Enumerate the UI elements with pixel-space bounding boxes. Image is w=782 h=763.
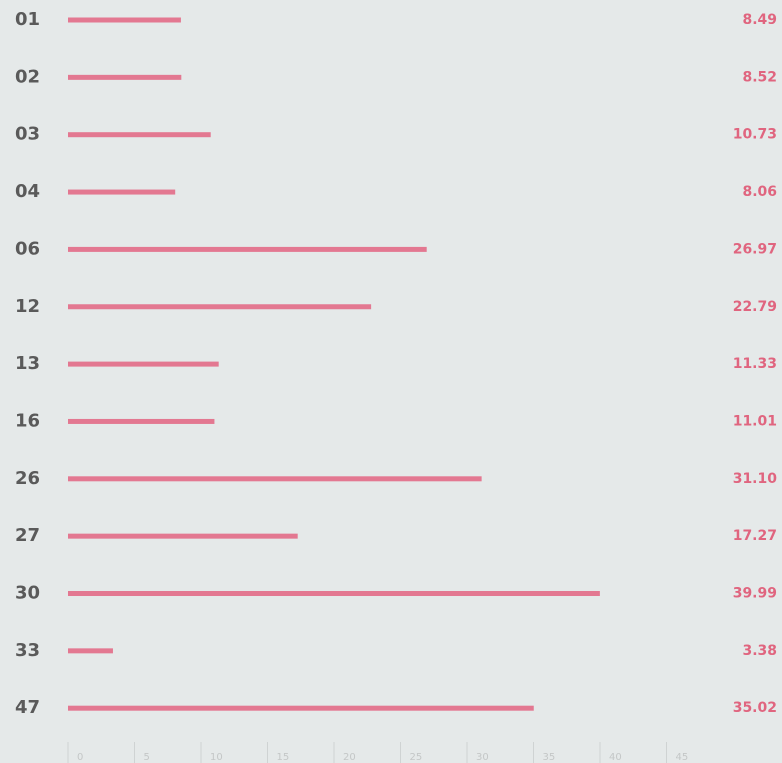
category-label: 04 <box>15 181 40 202</box>
bar <box>68 648 113 654</box>
value-label: 35.02 <box>733 700 777 716</box>
category-label: 16 <box>15 410 40 431</box>
category-label: 13 <box>15 353 40 374</box>
bar <box>68 418 215 424</box>
bar <box>68 74 182 80</box>
value-label: 8.49 <box>742 12 777 28</box>
bar <box>68 361 219 367</box>
x-tick-label: 15 <box>277 752 290 763</box>
value-label: 26.97 <box>733 241 777 257</box>
bar <box>68 705 534 711</box>
x-tick-label: 10 <box>210 752 223 763</box>
value-label: 8.06 <box>742 184 777 200</box>
value-label: 3.38 <box>742 643 777 659</box>
category-label: 03 <box>15 124 40 145</box>
value-label: 17.27 <box>733 528 777 544</box>
bar <box>68 246 427 252</box>
x-tick-label: 30 <box>476 752 489 763</box>
value-label: 39.99 <box>733 586 777 602</box>
category-label: 27 <box>15 525 40 546</box>
x-tick-label: 20 <box>343 752 356 763</box>
category-label: 02 <box>15 66 40 87</box>
category-label: 26 <box>15 468 40 489</box>
value-label: 31.10 <box>733 471 778 487</box>
category-label: 33 <box>15 640 40 661</box>
x-tick-label: 35 <box>543 752 556 763</box>
bar <box>68 533 298 539</box>
x-tick-label: 5 <box>144 752 150 763</box>
x-tick-label: 25 <box>410 752 423 763</box>
bar <box>68 304 372 310</box>
bar <box>68 476 482 482</box>
bar <box>68 189 176 195</box>
category-label: 30 <box>15 583 40 604</box>
bar <box>68 132 211 138</box>
value-label: 11.33 <box>733 356 777 372</box>
value-label: 10.73 <box>733 127 777 143</box>
value-label: 8.52 <box>742 69 777 85</box>
category-label: 47 <box>15 697 40 718</box>
value-label: 11.01 <box>733 413 777 429</box>
x-tick-label: 40 <box>609 752 622 763</box>
category-label: 12 <box>15 296 40 317</box>
x-tick-label: 0 <box>77 752 83 763</box>
bar <box>68 591 600 596</box>
value-label: 22.79 <box>733 299 777 315</box>
category-label: 01 <box>15 9 40 30</box>
x-tick-label: 45 <box>676 752 689 763</box>
category-label: 06 <box>15 238 40 259</box>
bar <box>68 17 181 23</box>
